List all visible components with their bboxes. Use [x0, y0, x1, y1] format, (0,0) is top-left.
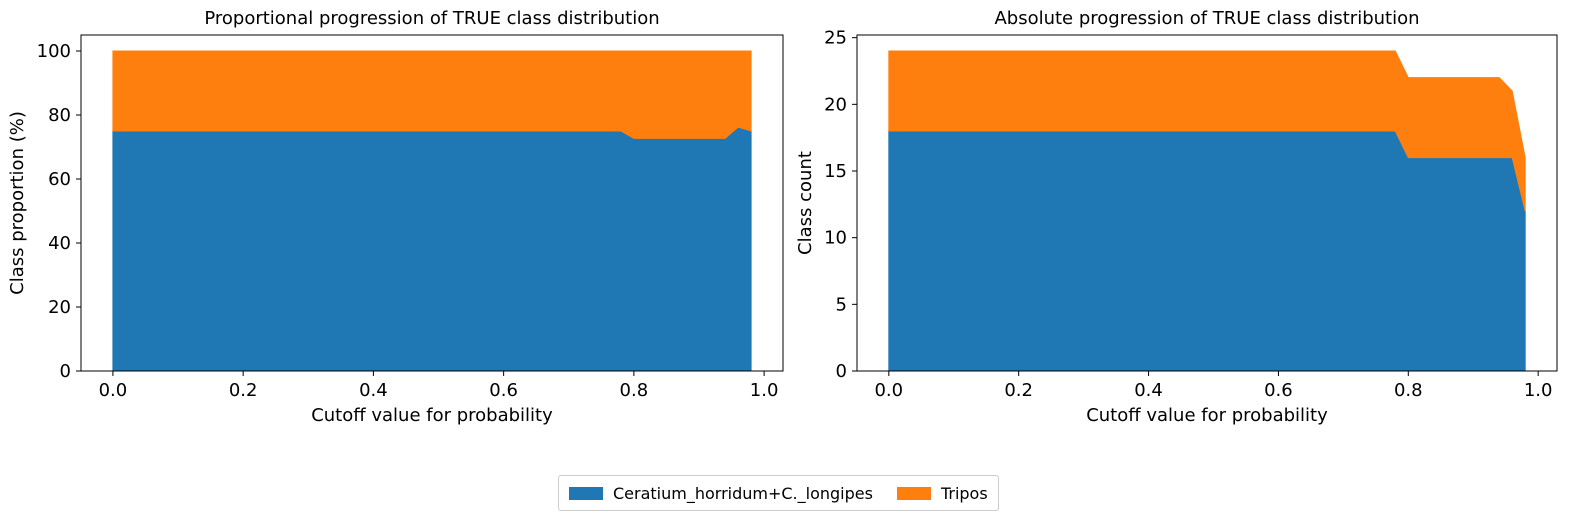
x-tick-label: 0.4: [1134, 380, 1163, 401]
y-tick-label: 0: [60, 361, 71, 382]
axes-frame: [856, 34, 1558, 372]
legend-item-ceratium: Ceratium_horridum+C._longipes: [569, 484, 873, 503]
y-tick-label: 100: [37, 41, 71, 62]
chart-1: 0.0 0.2 0.4 0.6 0.8 1.0 0 20 40 60 80 100 Proportion…: [7, 8, 784, 426]
axes-frame: [80, 34, 784, 372]
chart-title: Proportional progression of TRUE class d…: [204, 8, 659, 29]
figure: 0.0 0.2 0.4 0.6 0.8 1.0020406080100Proportion…: [7, 8, 1558, 426]
legend-swatch-tripos: [896, 486, 931, 500]
y-tick-label: 15: [824, 161, 847, 182]
x-tick-label: 0.8: [620, 380, 649, 401]
legend: Ceratium_horridum+C._longipes Tripos: [558, 475, 999, 511]
x-tick-label: 0.6: [489, 380, 518, 401]
x-tick-label: 0.4: [359, 380, 388, 401]
y-tick-label: 20: [48, 297, 71, 318]
area-series-1: [888, 130, 1526, 372]
x-tick-label: 0.2: [229, 380, 258, 401]
chart-2: 0.0 0.2 0.4 0.6 0.8 1.0 0 5 10 15 20 25 Absolute pro…: [795, 8, 1558, 426]
y-tick-label: 40: [48, 233, 71, 254]
legend-item-tripos: Tripos: [896, 483, 988, 503]
area-series-1: [112, 126, 752, 372]
x-tick-label: 1.0: [1524, 380, 1553, 401]
area-series-2: [112, 50, 752, 139]
area-series-2: [888, 50, 1526, 212]
y-tick-label: 10: [824, 228, 847, 249]
y-tick-label: 80: [48, 105, 71, 126]
y-axis-label: Class count: [795, 151, 816, 255]
x-tick-label: 0.0: [99, 380, 128, 401]
legend-swatch-ceratium: [569, 486, 603, 500]
y-tick-label: 20: [824, 94, 847, 115]
x-axis-label: Cutoff value for probability: [311, 405, 553, 426]
y-axis-label: Class proportion (%): [7, 111, 28, 295]
x-tick-label: 1.0: [750, 380, 779, 401]
x-tick-label: 0.0: [874, 380, 903, 401]
legend-label-ceratium: Ceratium_horridum+C._longipes: [613, 483, 873, 503]
x-axis-label: Cutoff value for probability: [1086, 405, 1328, 426]
y-tick-label: 60: [48, 169, 71, 190]
x-tick-label: 0.2: [1004, 380, 1033, 401]
y-tick-label: 5: [836, 294, 847, 315]
x-tick-label: 0.8: [1394, 380, 1423, 401]
y-tick-label: 0: [836, 361, 847, 382]
y-tick-label: 25: [824, 28, 847, 49]
x-tick-label: 0.6: [1264, 380, 1293, 401]
chart-title: Absolute progression of TRUE class distr…: [994, 8, 1419, 29]
legend-label-tripos: Tripos: [940, 483, 988, 503]
